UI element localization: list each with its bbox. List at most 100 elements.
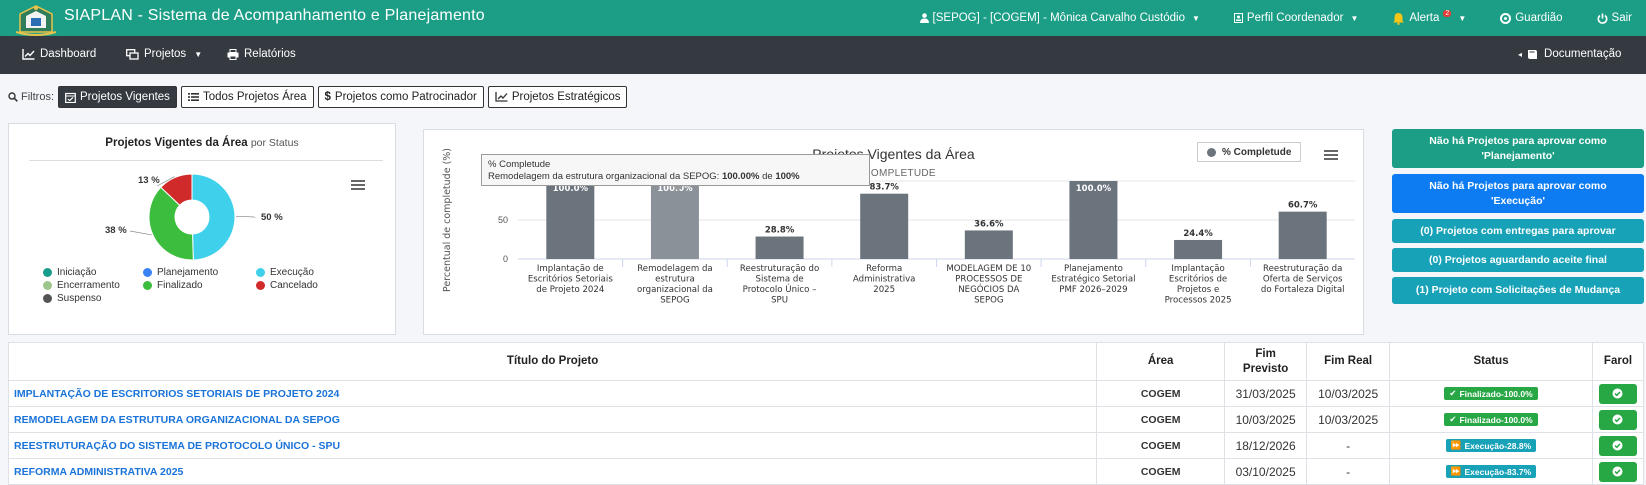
project-planned-end: 18/12/2026	[1224, 432, 1308, 459]
legend-dot-icon	[143, 267, 152, 277]
profile-menu[interactable]: Perfil Coordenador ▼	[1233, 12, 1359, 24]
final-acceptance-label: (0) Projetos aguardando aceite final	[1429, 253, 1607, 266]
legend-label: Planejamento	[157, 266, 219, 278]
filter-strategic-projects[interactable]: Projetos Estratégicos	[487, 86, 628, 108]
tasks-icon	[126, 48, 139, 60]
status-text: Finalizado-100.0%	[1459, 414, 1533, 425]
chevron-down-icon: ▼	[1458, 13, 1467, 23]
pie-leader-line	[156, 176, 175, 187]
user-name: [SEPOG] - [COGEM] - Mônica Carvalho Cust…	[932, 12, 1185, 24]
nav-documentation[interactable]: ◂ Documentação	[1518, 48, 1621, 60]
legend-dot-icon	[256, 267, 265, 277]
farol-button[interactable]	[1598, 409, 1637, 430]
project-farol-cell	[1591, 380, 1645, 407]
pie-legend-item[interactable]: Execução	[256, 266, 346, 278]
filter-sponsor-projects[interactable]: $ Projetos como Patrocinador	[317, 86, 484, 108]
farol-button[interactable]	[1598, 383, 1637, 404]
project-title-link[interactable]: REESTRUTURAÇÃO DO SISTEMA DE PROTOCOLO Ú…	[7, 432, 1098, 459]
col-title[interactable]: Título do Projeto	[7, 342, 1098, 381]
bar-data-label: 24.4%	[1183, 229, 1213, 239]
legend-dot-icon	[43, 293, 52, 303]
logout-link[interactable]: Sair	[1597, 12, 1632, 24]
filter-bar: Filtros: Projetos Vigentes Todos Projeto…	[8, 86, 631, 108]
project-real-end: -	[1306, 432, 1391, 459]
approve-execution-button[interactable]: Não há Projetos para aprovar como 'Execu…	[1392, 174, 1644, 213]
project-area: COGEM	[1096, 380, 1226, 407]
power-icon	[1597, 13, 1607, 24]
bar-data-label: 100.0%	[553, 184, 589, 194]
nav-reports[interactable]: Relatórios	[227, 48, 296, 60]
main-nav: Dashboard Projetos ▼ Relatórios ◂ Docume…	[0, 36, 1646, 74]
pie-menu-icon[interactable]	[351, 180, 365, 190]
legend-dot-icon	[43, 280, 52, 290]
filter-all-area-projects[interactable]: Todos Projetos Área	[180, 86, 314, 108]
pie-legend-item[interactable]: Planejamento	[143, 266, 256, 278]
status-badge: ⏩ Execução-83.7%	[1445, 465, 1537, 478]
user-menu[interactable]: [SEPOG] - [COGEM] - Mônica Carvalho Cust…	[919, 12, 1200, 24]
project-title-link[interactable]: REFORMA ADMINISTRATIVA 2025	[7, 458, 1098, 485]
pie-legend-item[interactable]: Encerramento	[43, 279, 143, 291]
status-pie-card: Projetos Vigentes da Área por Status 50 …	[8, 123, 396, 335]
legend-label: Execução	[270, 266, 314, 278]
project-title-link[interactable]: IMPLANTAÇÃO DE ESCRITORIOS SETORIAIS DE …	[7, 380, 1098, 407]
deliveries-approve-button[interactable]: (0) Projetos com entregas para aprovar	[1392, 219, 1644, 243]
logout-label: Sair	[1611, 12, 1632, 24]
change-requests-button[interactable]: (1) Projeto com Solicitações de Mudança	[1392, 277, 1644, 304]
tooltip-total: 100%	[775, 171, 800, 182]
farol-button[interactable]	[1598, 461, 1637, 482]
alert-menu[interactable]: Alerta 2 ▼	[1392, 9, 1467, 25]
lifebuoy-icon	[1500, 12, 1512, 24]
table-row: IMPLANTAÇÃO DE ESCRITORIOS SETORIAIS DE …	[7, 380, 1645, 407]
project-status-cell: ✔ Finalizado-100.0%	[1389, 406, 1593, 433]
nav-dashboard[interactable]: Dashboard	[22, 48, 96, 60]
legend-dot-icon	[143, 280, 152, 290]
col-area[interactable]: Área	[1096, 342, 1226, 381]
alert-count-badge: 2	[1443, 9, 1452, 17]
pie-legend: Iniciação Planejamento Execução Encerrament…	[43, 266, 346, 304]
legend-label: Encerramento	[57, 279, 120, 291]
project-real-end: 10/03/2025	[1306, 406, 1391, 433]
col-planned-end[interactable]: Fim Previsto	[1224, 342, 1308, 381]
check-circle-icon: ✔	[1449, 388, 1457, 398]
project-status-cell: ⏩ Execução-83.7%	[1389, 458, 1593, 485]
final-acceptance-button[interactable]: (0) Projetos aguardando aceite final	[1392, 248, 1644, 272]
guardian-label: Guardião	[1515, 12, 1563, 24]
bar-legend-label: % Completude	[1222, 146, 1292, 158]
bar-legend[interactable]: % Completude	[1197, 142, 1302, 162]
bar-tooltip: % Completude Remodelagem da estrutura or…	[481, 154, 870, 191]
col-status[interactable]: Status	[1389, 342, 1593, 381]
guardian-link[interactable]: Guardião	[1500, 12, 1563, 24]
y-axis-label: Percentual de completude (%)	[442, 148, 453, 292]
bar-data-label: 83.7%	[869, 183, 899, 193]
col-farol[interactable]: Farol	[1591, 342, 1645, 381]
pie-legend-item[interactable]: Cancelado	[256, 279, 346, 291]
bar	[1174, 239, 1223, 259]
chevron-down-icon: ▼	[1350, 13, 1359, 23]
pie-legend-item[interactable]: Suspenso	[43, 292, 143, 304]
filter-current-projects[interactable]: Projetos Vigentes	[58, 86, 177, 108]
table-row: REESTRUTURAÇÃO DO SISTEMA DE PROTOCOLO Ú…	[7, 432, 1645, 459]
nav-projects[interactable]: Projetos ▼	[126, 48, 202, 60]
tooltip-of: de	[762, 171, 773, 182]
project-title-link[interactable]: REMODELAGEM DA ESTRUTURA ORGANIZACIONAL …	[7, 406, 1098, 433]
bar-data-label: 100.0%	[1076, 184, 1112, 194]
pie-legend-item[interactable]: Iniciação	[43, 266, 143, 278]
pie-legend-item[interactable]: Finalizado	[143, 279, 256, 291]
filter-strategic-label: Projetos Estratégicos	[511, 91, 621, 103]
approve-planning-button[interactable]: Não há Projetos para aprovar como 'Plane…	[1392, 129, 1644, 168]
table-row: REMODELAGEM DA ESTRUTURA ORGANIZACIONAL …	[7, 406, 1645, 433]
project-real-end: 10/03/2025	[1306, 380, 1391, 407]
bar-menu-icon[interactable]	[1324, 150, 1338, 160]
farol-button[interactable]	[1598, 435, 1637, 456]
bell-icon	[1393, 12, 1405, 25]
chart-line-icon	[495, 92, 508, 102]
col-real-end[interactable]: Fim Real	[1306, 342, 1391, 381]
printer-icon	[227, 48, 239, 60]
x-category-label: Implantação de Escritórios Setoriais de Pr…	[528, 264, 614, 295]
project-real-end: -	[1306, 458, 1391, 485]
user-icon	[919, 13, 929, 23]
project-status-cell: ✔ Finalizado-100.0%	[1389, 380, 1593, 407]
approve-execution-label: Não há Projetos para aprovar como 'Execu…	[1429, 179, 1607, 207]
pie-slice	[160, 173, 193, 206]
legend-dot-icon	[1207, 147, 1216, 157]
